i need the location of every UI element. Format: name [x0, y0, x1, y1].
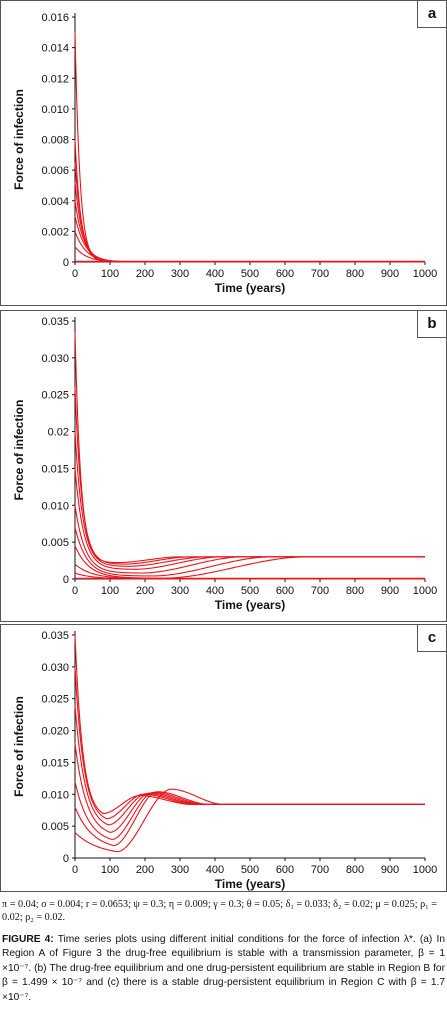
series-line-b-1 — [74, 332, 425, 564]
caption-text: Time series plots using different initia… — [2, 934, 445, 1003]
x-tick-label: 200 — [136, 864, 154, 876]
x-tick-label: 100 — [101, 585, 119, 597]
y-tick-label: 0.035 — [41, 630, 69, 642]
chart-a-svg: 0 0.002 0.004 0.006 0.008 0.010 0.012 0.014 0.01… — [12, 12, 437, 295]
series-line-c-1 — [74, 634, 425, 815]
series-line-c-5 — [74, 781, 425, 841]
y-tick-label: 0.006 — [41, 165, 69, 177]
figure-label: FIGURE 4: — [2, 934, 54, 945]
y-tick-label: 0.016 — [41, 12, 69, 24]
y-axis-label: Force of infection — [12, 400, 26, 501]
y-tick-label: 0.005 — [41, 821, 69, 833]
x-tick-label: 300 — [171, 585, 189, 597]
panel-letter-b: b — [417, 310, 447, 338]
series-line-c-4 — [74, 743, 425, 833]
y-axis-label: Force of infection — [12, 89, 26, 190]
y-tick-label: 0.030 — [41, 662, 69, 674]
y-tick-label: 0.020 — [41, 726, 69, 738]
x-tick-label: 100 — [101, 864, 119, 876]
chart-panel-a: 0 0.002 0.004 0.006 0.008 0.010 0.012 0.014 0.01… — [0, 0, 447, 306]
y-axis-label: Force of infection — [12, 696, 26, 797]
x-tick-label: 300 — [171, 864, 189, 876]
x-tick-label: 800 — [346, 585, 364, 597]
chart-c-svg: 0 0.005 0.010 0.015 0.020 0.025 0.030 0.035 0 100… — [12, 630, 437, 891]
series-line-a-3 — [74, 162, 425, 263]
x-tick-label: 300 — [171, 268, 189, 280]
y-tick-label: 0.025 — [41, 694, 69, 706]
series-line-a-4 — [74, 182, 425, 263]
x-tick-label: 0 — [72, 268, 78, 280]
y-tick-label: 0.030 — [41, 353, 69, 365]
y-tick-label: 0.014 — [41, 43, 69, 55]
y-tick-label: 0.035 — [41, 316, 69, 328]
x-tick-label: 700 — [311, 585, 329, 597]
series-line-c-2 — [74, 666, 425, 820]
panel-letter-a: a — [417, 0, 447, 28]
x-tick-label: 700 — [311, 268, 329, 280]
chart-b-svg: 0 0.005 0.010 0.015 0.02 0.025 0.030 0.035 0 100 2… — [12, 316, 437, 612]
panel-letter-c: c — [417, 624, 447, 652]
x-tick-label: 100 — [101, 268, 119, 280]
y-tick-label: 0.015 — [41, 463, 69, 475]
series-line-a-5 — [74, 200, 425, 263]
x-tick-label: 400 — [206, 864, 224, 876]
x-axis-label: Time (years) — [215, 281, 285, 295]
x-tick-label: 400 — [206, 585, 224, 597]
chart-panel-c: 0 0.005 0.010 0.015 0.020 0.025 0.030 0.035 0 100… — [0, 624, 447, 892]
figure-caption: FIGURE 4: Time series plots using differ… — [2, 933, 445, 1005]
series-line-a-7 — [74, 231, 425, 263]
series-line-b-5 — [74, 505, 425, 574]
series-line-a-6 — [74, 215, 425, 263]
y-tick-label: 0.02 — [48, 427, 69, 439]
series-line-b-2 — [74, 387, 425, 565]
y-tick-label: 0.002 — [41, 226, 69, 238]
x-tick-label: 600 — [276, 585, 294, 597]
x-tick-label: 900 — [381, 864, 399, 876]
x-axis-label: Time (years) — [215, 598, 285, 612]
series-line-c-7 — [74, 788, 425, 853]
x-tick-label: 200 — [136, 268, 154, 280]
x-tick-label: 900 — [381, 585, 399, 597]
parameter-list: π = 0.04; σ = 0.004; r = 0.0653; ψ = 0.3… — [2, 899, 438, 923]
x-tick-label: 700 — [311, 864, 329, 876]
y-tick-label: 0 — [63, 257, 69, 269]
x-tick-label: 1000 — [413, 585, 437, 597]
x-axis-label: Time (years) — [215, 877, 285, 891]
x-tick-label: 1000 — [413, 268, 437, 280]
x-tick-label: 900 — [381, 268, 399, 280]
x-tick-label: 800 — [346, 268, 364, 280]
x-tick-label: 400 — [206, 268, 224, 280]
series-line-b-3 — [74, 431, 425, 567]
series-line-c-3 — [74, 705, 425, 826]
y-tick-label: 0.004 — [41, 196, 69, 208]
y-tick-label: 0.025 — [41, 390, 69, 402]
x-tick-label: 600 — [276, 864, 294, 876]
x-tick-label: 200 — [136, 585, 154, 597]
x-tick-label: 500 — [241, 268, 259, 280]
x-tick-label: 500 — [241, 864, 259, 876]
y-tick-label: 0.010 — [41, 789, 69, 801]
y-tick-label: 0.010 — [41, 500, 69, 512]
x-tick-label: 800 — [346, 864, 364, 876]
series-line-a-2 — [74, 139, 425, 263]
y-tick-label: 0.005 — [41, 537, 69, 549]
chart-panel-b: 0 0.005 0.010 0.015 0.02 0.025 0.030 0.035 0 100 2… — [0, 310, 447, 622]
x-tick-label: 0 — [72, 585, 78, 597]
x-tick-label: 1000 — [413, 864, 437, 876]
x-tick-label: 500 — [241, 585, 259, 597]
y-tick-label: 0.008 — [41, 135, 69, 147]
y-tick-label: 0.015 — [41, 757, 69, 769]
series-line-a-1 — [74, 32, 425, 263]
series-line-b-4 — [74, 468, 425, 570]
y-tick-label: 0 — [63, 574, 69, 586]
series-line-a-8 — [74, 246, 425, 263]
y-tick-label: 0.010 — [41, 104, 69, 116]
y-tick-label: 0 — [63, 853, 69, 865]
series-line-b-6 — [74, 527, 425, 577]
y-tick-label: 0.012 — [41, 73, 69, 85]
x-tick-label: 600 — [276, 268, 294, 280]
x-tick-label: 0 — [72, 864, 78, 876]
